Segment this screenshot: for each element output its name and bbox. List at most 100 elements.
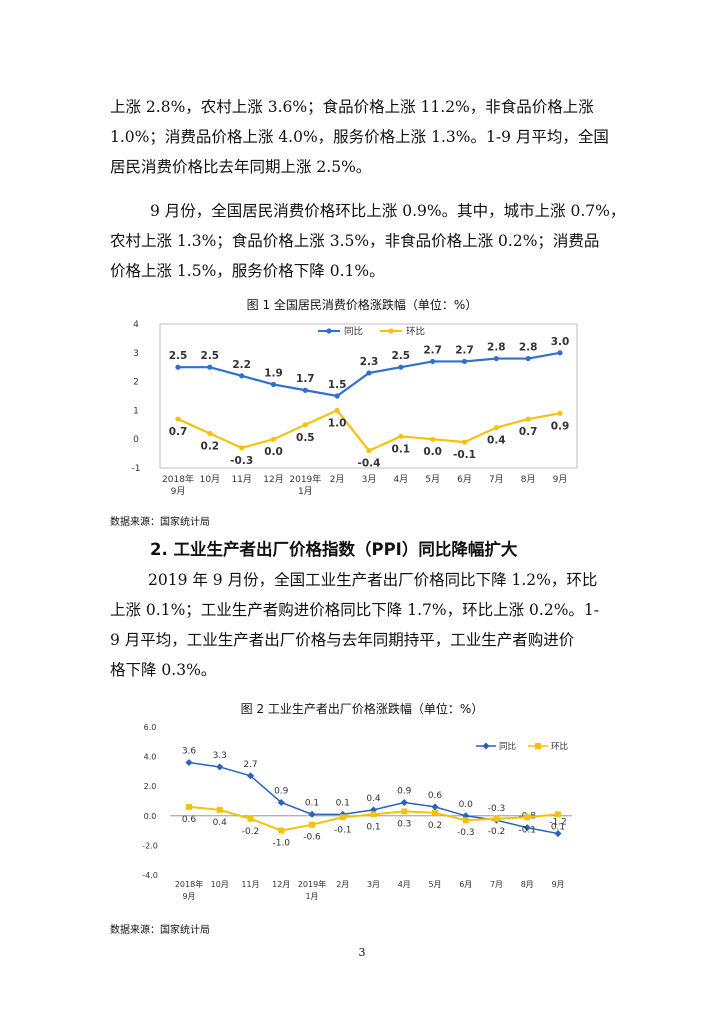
data-point xyxy=(247,815,254,822)
y-tick-label: 4 xyxy=(133,320,139,330)
data-point xyxy=(175,364,181,370)
data-label: 2.5 xyxy=(392,350,411,362)
x-tick-label: 5月 xyxy=(428,880,441,889)
x-tick-label: 12月 xyxy=(272,880,290,889)
data-label: 0.1 xyxy=(551,822,565,832)
y-tick-label: -2.0 xyxy=(142,841,158,850)
data-label: 2.5 xyxy=(201,350,220,362)
y-tick-label: 0.0 xyxy=(144,812,157,821)
data-label: 1.0 xyxy=(328,417,347,429)
x-tick-label: 2019年 xyxy=(289,473,321,485)
data-point xyxy=(525,416,531,422)
figure-1-source: 数据来源：国家统计局 xyxy=(110,517,210,528)
x-tick-label: 10月 xyxy=(211,880,229,889)
data-label: 0.4 xyxy=(213,818,228,828)
data-point xyxy=(430,358,436,365)
x-tick-label: 3月 xyxy=(367,880,380,889)
data-label: 0.0 xyxy=(459,800,474,810)
data-point xyxy=(334,393,340,399)
data-label: 2.3 xyxy=(360,356,379,368)
data-point xyxy=(462,817,469,824)
data-point xyxy=(523,824,531,832)
y-tick-label: -4.0 xyxy=(142,871,158,880)
x-tick-label: 12月 xyxy=(263,474,283,485)
data-label: -0.3 xyxy=(457,828,475,838)
x-tick-label: 5月 xyxy=(425,474,440,485)
legend-label: 同比 xyxy=(344,326,363,338)
data-label: 0.2 xyxy=(428,821,442,831)
data-point xyxy=(270,436,277,442)
y-tick-label: 0 xyxy=(133,435,139,445)
x-tick-label: 4月 xyxy=(393,474,408,485)
data-point xyxy=(309,821,315,828)
x-tick-label: 6月 xyxy=(457,474,472,485)
data-label: 2.7 xyxy=(243,760,257,770)
data-label: 0.1 xyxy=(366,822,380,832)
data-label: 0.1 xyxy=(392,443,411,455)
data-point xyxy=(493,355,499,362)
chart-ppi: 6.0 4.0 2.0 0.0 -2.0 -4.0 2018年 9月 10月 11月 12月 2019… xyxy=(142,723,572,901)
data-point xyxy=(431,803,439,811)
legend-label: 环比 xyxy=(406,326,425,338)
data-point xyxy=(398,364,404,370)
paragraph-line: 格下降 0.3%。 xyxy=(110,661,217,679)
data-label: -0.4 xyxy=(358,458,381,470)
data-point xyxy=(278,827,285,834)
x-tick-label: 11月 xyxy=(231,474,251,485)
data-label: -1.0 xyxy=(272,839,290,849)
data-label: -0.1 xyxy=(518,825,536,835)
data-point xyxy=(366,448,372,454)
x-tick-label: 9月 xyxy=(551,880,564,889)
data-point xyxy=(186,803,192,810)
data-label: 0.2 xyxy=(201,440,220,452)
data-point xyxy=(207,364,213,370)
data-label: 0.4 xyxy=(366,794,381,804)
data-point xyxy=(493,425,499,431)
data-label: 0.6 xyxy=(182,815,197,825)
data-label: 0.9 xyxy=(274,786,289,796)
data-label: 2.8 xyxy=(519,342,538,354)
figure-1-caption: 图 1 全国居民消费价格涨跌幅（单位：%） xyxy=(246,298,478,312)
legend-marker xyxy=(535,743,541,749)
x-tick-label: 3月 xyxy=(362,474,377,485)
data-label: -0.3 xyxy=(488,804,506,814)
data-point xyxy=(175,416,181,422)
paragraph-line: 价格上涨 1.5%，服务价格下降 0.1%。 xyxy=(110,262,385,280)
paragraph-line: 居民消费价格比去年同期上涨 2.5%。 xyxy=(110,158,372,176)
x-tick-label: 8月 xyxy=(521,880,534,889)
y-tick-label: 2.0 xyxy=(144,782,157,791)
figure-2-caption: 图 2 工业生产者出厂价格涨跌幅（单位：%） xyxy=(240,702,484,716)
y-tick-label: 1 xyxy=(133,406,139,416)
data-point xyxy=(366,370,372,376)
x-tick-label: 10月 xyxy=(200,474,220,485)
y-tick-label: 4.0 xyxy=(144,753,157,762)
data-point xyxy=(270,381,277,388)
data-point xyxy=(555,811,561,818)
legend-label: 同比 xyxy=(499,741,516,752)
x-tick-label: 2019年 xyxy=(298,879,326,889)
x-tick-label: 6月 xyxy=(459,880,472,889)
data-point xyxy=(432,809,438,816)
data-point xyxy=(370,811,377,818)
x-tick-label: 2月 xyxy=(336,880,349,889)
data-label: 2.8 xyxy=(487,342,506,354)
data-point xyxy=(302,422,308,428)
paragraph-line: 9 月平均，工业生产者出厂价格与去年同期持平，工业生产者购进价 xyxy=(110,631,575,649)
data-label: 1.5 xyxy=(328,379,347,391)
data-label: 0.1 xyxy=(305,798,319,808)
paragraph-line: 上涨 0.1%；工业生产者购进价格同比下降 1.7%，环比上涨 0.2%。1- xyxy=(110,601,600,619)
data-point xyxy=(334,407,340,413)
x-tick-label: 8月 xyxy=(521,474,536,485)
data-label: 0.0 xyxy=(264,446,283,458)
page-number: 3 xyxy=(358,946,366,959)
data-label: 3.3 xyxy=(213,751,227,761)
paragraph-line: 2019 年 9 月份，全国工业生产者出厂价格同比下降 1.2%，环比 xyxy=(148,571,598,589)
data-point xyxy=(524,814,531,821)
data-point xyxy=(430,436,436,442)
data-point xyxy=(239,373,245,379)
data-label: 0.1 xyxy=(336,798,350,808)
data-point xyxy=(216,806,223,813)
section-title-ppi: 2. 工业生产者出厂价格指数（PPI）同比降幅扩大 xyxy=(150,540,518,559)
x-tick-label: 1月 xyxy=(298,486,313,497)
data-label: 3.6 xyxy=(182,747,197,757)
